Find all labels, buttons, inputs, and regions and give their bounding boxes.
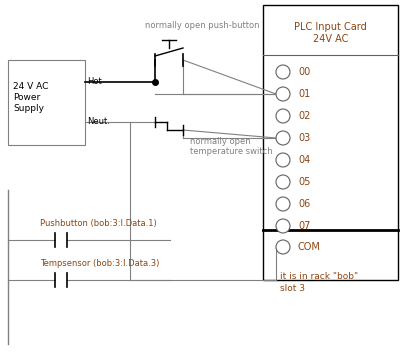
- Circle shape: [276, 153, 290, 167]
- Circle shape: [276, 240, 290, 254]
- Text: 24 V AC
Power
Supply: 24 V AC Power Supply: [13, 82, 48, 113]
- Circle shape: [276, 87, 290, 101]
- Text: Neut.: Neut.: [87, 118, 110, 126]
- Bar: [8, 60, 85, 145]
- Circle shape: [276, 65, 290, 79]
- Text: Pushbutton (bob:3:I.Data.1): Pushbutton (bob:3:I.Data.1): [40, 219, 157, 228]
- Circle shape: [276, 109, 290, 123]
- Text: Hot: Hot: [87, 77, 102, 87]
- Bar: [263, 5, 398, 280]
- Text: 07: 07: [298, 221, 310, 231]
- Text: 06: 06: [298, 199, 310, 209]
- Circle shape: [276, 197, 290, 211]
- Text: 02: 02: [298, 111, 310, 121]
- Text: normally open push-button: normally open push-button: [145, 21, 260, 30]
- Text: PLC Input Card
24V AC: PLC Input Card 24V AC: [294, 22, 367, 44]
- Circle shape: [276, 175, 290, 189]
- Text: COM: COM: [298, 242, 321, 252]
- Circle shape: [276, 131, 290, 145]
- Circle shape: [276, 219, 290, 233]
- Text: it is in rack "bob"
slot 3: it is in rack "bob" slot 3: [280, 272, 358, 293]
- Text: 04: 04: [298, 155, 310, 165]
- Text: 03: 03: [298, 133, 310, 143]
- Text: normally open
temperature switch: normally open temperature switch: [190, 137, 273, 156]
- Text: Tempsensor (bob:3:I.Data.3): Tempsensor (bob:3:I.Data.3): [40, 259, 159, 268]
- Text: 01: 01: [298, 89, 310, 99]
- Text: 05: 05: [298, 177, 310, 187]
- Text: 00: 00: [298, 67, 310, 77]
